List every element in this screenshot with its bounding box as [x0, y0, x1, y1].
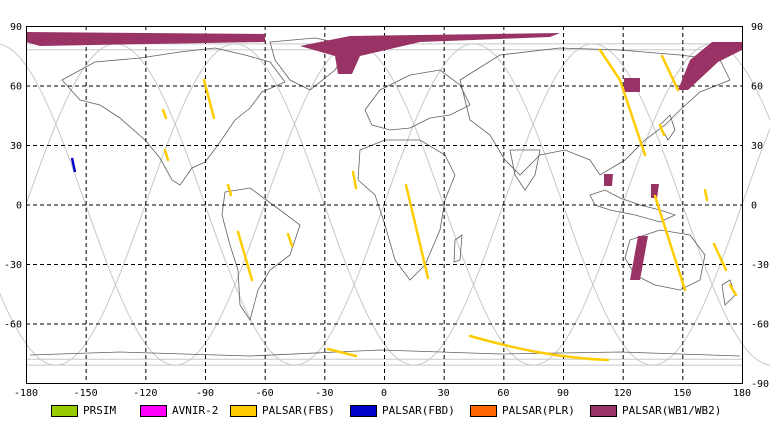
longitude-tick-label: -90 — [196, 388, 214, 399]
latitude-tick-label: 30 — [10, 141, 22, 152]
latitude-tick-label: 90 — [751, 22, 763, 33]
legend-item-prsim: PRSIM — [51, 404, 116, 417]
legend-swatch — [230, 404, 257, 417]
swath-fbs-na-1 — [202, 78, 216, 120]
legend-item-palsar-wb: PALSAR(WB1/WB2) — [590, 404, 721, 417]
coastlines — [29, 37, 741, 357]
longitude-tick-label: 120 — [614, 388, 632, 399]
swath-wb-australia — [630, 236, 648, 280]
longitude-tick-label: 180 — [733, 388, 751, 399]
longitude-tick-label: 150 — [673, 388, 691, 399]
legend-label: PALSAR(WB1/WB2) — [622, 404, 722, 417]
legend-item-avnir2: AVNIR-2 — [140, 404, 218, 417]
latitude-tick-label: 60 — [10, 82, 22, 93]
longitude-tick-labels: -180 -150 -120 -90 -60 -30 0 30 60 90 120 150 180 — [14, 388, 751, 399]
legend-item-palsar-fbd: PALSAR(FBD) — [350, 404, 455, 417]
legend-label: PALSAR(PLR) — [502, 404, 575, 417]
latitude-tick-label: 90 — [10, 22, 22, 33]
latitude-tick-label: -60 — [4, 320, 22, 331]
swath-fbs-asia-3 — [658, 123, 666, 137]
legend-label: AVNIR-2 — [172, 404, 219, 417]
longitude-tick-label: -180 — [14, 388, 38, 399]
swath-fbs-ca — [226, 183, 233, 197]
swath-wb-indonesia — [604, 174, 613, 186]
latitude-tick-label: 60 — [751, 82, 763, 93]
swath-fbs-ant-1 — [326, 347, 358, 358]
map-frame — [26, 26, 743, 384]
swath-fbs-na-2 — [161, 108, 168, 120]
swath-wb-siberia — [678, 42, 742, 90]
latitude-tick-label: 30 — [751, 141, 763, 152]
swath-wb-arctic-west — [26, 32, 265, 46]
orbit-track — [502, 43, 770, 366]
swath-fbs-asia-1 — [598, 48, 647, 157]
legend-label: PRSIM — [83, 404, 117, 417]
swath-fbs-sa-2 — [286, 232, 294, 248]
legend-swatch — [470, 404, 497, 417]
swath-fbs-africa — [404, 183, 430, 280]
legend-swatch — [350, 404, 377, 417]
legend-swatch — [590, 404, 617, 417]
orbit-track — [622, 43, 770, 205]
swath-fbs-sa-1 — [236, 230, 254, 282]
swath-fbs-pac-1 — [703, 188, 709, 202]
legend-label: PALSAR(FBD) — [382, 404, 455, 417]
swath-fbs-nz-2 — [728, 283, 738, 297]
swath-fbs-na-3 — [163, 148, 170, 162]
latitude-tick-label: -30 — [4, 260, 22, 271]
longitude-tick-label: -30 — [315, 388, 333, 399]
latitude-tick-label: 0 — [16, 201, 22, 212]
longitude-tick-label: -60 — [256, 388, 274, 399]
latitude-tick-label: -60 — [751, 320, 769, 331]
legend-swatch — [140, 404, 167, 417]
graticule — [26, 26, 742, 383]
swath-fbs-ant-2 — [468, 334, 610, 362]
swath-fbs-asia-2 — [660, 54, 680, 92]
swath-fbs-atl — [351, 170, 358, 190]
latitude-tick-label: -30 — [751, 260, 769, 271]
latitude-tick-label: 0 — [751, 201, 757, 212]
legend-label: PALSAR(FBS) — [262, 404, 335, 417]
swath-wb-small-1 — [624, 78, 640, 92]
coverage-swaths — [26, 32, 742, 362]
latitude-tick-label: -90 — [751, 379, 769, 390]
longitude-tick-label: 30 — [438, 388, 450, 399]
longitude-tick-label: 60 — [497, 388, 509, 399]
latitude-tick-labels-left: 90 60 30 0 -30 -60 — [4, 22, 22, 331]
longitude-tick-label: 90 — [557, 388, 569, 399]
longitude-tick-label: -150 — [74, 388, 98, 399]
swath-wb-pacific — [651, 184, 659, 198]
swath-fbs-aus — [653, 194, 687, 292]
legend-swatch — [51, 404, 78, 417]
swath-fbs-nz — [712, 242, 728, 272]
longitude-tick-label: 0 — [381, 388, 387, 399]
legend: PRSIM AVNIR-2 PALSAR(FBS) PALSAR(FBD) PA… — [0, 398, 770, 422]
longitude-tick-label: -120 — [133, 388, 157, 399]
swath-wb-arctic-mid — [300, 33, 560, 74]
swath-fbd-hawaii — [70, 157, 77, 173]
legend-item-palsar-plr: PALSAR(PLR) — [470, 404, 575, 417]
legend-item-palsar-fbs: PALSAR(FBS) — [230, 404, 335, 417]
latitude-tick-labels-right: 90 60 30 0 -30 -60 -90 — [751, 22, 769, 390]
